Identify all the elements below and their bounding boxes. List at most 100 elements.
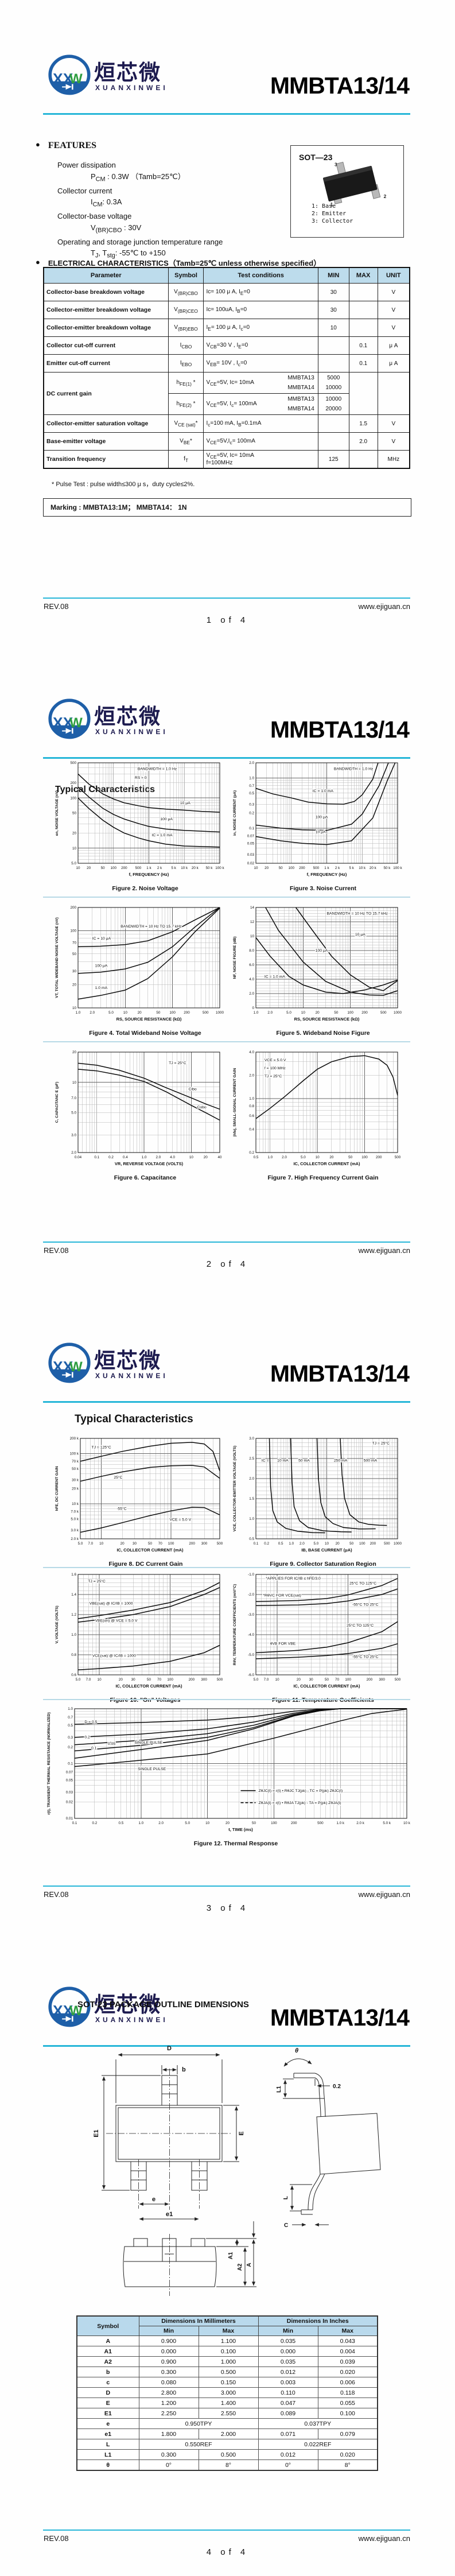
svg-text:0.6: 0.6 xyxy=(71,1673,76,1677)
chart-canvas: 0.1 0.2 0.5 1.0 2.0 5.0 10 20 50 100 200 500 1000 0.5… xyxy=(233,1437,402,1553)
svg-text:|hfe|, SMALL-SIGNAL CURRENT GA: |hfe|, SMALL-SIGNAL CURRENT GAIN xyxy=(233,1068,237,1137)
svg-text:W: W xyxy=(69,2003,83,2019)
svg-text:TJ = 25°C: TJ = 25°C xyxy=(265,1074,282,1078)
svg-text:50 mA: 50 mA xyxy=(298,1458,310,1462)
svg-text:10: 10 xyxy=(72,847,77,851)
website-link[interactable]: www.ejiguan.cn xyxy=(358,1246,410,1255)
svg-text:0.02: 0.02 xyxy=(66,1800,73,1804)
chart-canvas: 0.1 0.2 0.5 1.0 2.0 5.0 10 20 50 100 200 500 1.0 k 2.… xyxy=(47,1707,411,1832)
svg-text:-55°C TO 25°C: -55°C TO 25°C xyxy=(352,1654,379,1659)
svg-text:300: 300 xyxy=(201,1542,208,1546)
svg-text:0.3: 0.3 xyxy=(68,1736,73,1740)
typical-characteristics-heading: Typical Characteristics xyxy=(75,1413,193,1425)
website-link[interactable]: www.ejiguan.cn xyxy=(358,602,410,611)
svg-text:100 μA: 100 μA xyxy=(95,964,108,968)
datasheet-page-3: XX W 烜芯微 XUANXINWEI MMBTA13/14 Typical C… xyxy=(0,1288,455,1932)
svg-text:1.5: 1.5 xyxy=(249,1497,254,1501)
chart-canvas: 0.5 1.0 2.0 5.0 10 20 50 100 200 500 0.2 0.4 0.6 0.8 1… xyxy=(233,1050,401,1166)
svg-text:100: 100 xyxy=(70,796,76,800)
feature-line: Operating and storage junction temperatu… xyxy=(57,237,223,246)
pin-label: 1: Base xyxy=(312,203,336,210)
revision-label: REV.08 xyxy=(44,1890,69,1899)
svg-text:θ: θ xyxy=(295,2047,298,2054)
svg-text:1.0: 1.0 xyxy=(254,1011,259,1015)
svg-text:0.1: 0.1 xyxy=(249,827,254,831)
website-link[interactable]: www.ejiguan.cn xyxy=(358,1890,410,1899)
pin-label: 3: Collector xyxy=(312,218,353,224)
svg-text:200: 200 xyxy=(70,906,76,910)
svg-text:40: 40 xyxy=(217,1155,222,1159)
svg-text:50: 50 xyxy=(147,1678,151,1682)
svg-text:BANDWIDTH = 1.0 Hz: BANDWIDTH = 1.0 Hz xyxy=(138,767,177,771)
svg-text:W: W xyxy=(69,1359,83,1375)
svg-text:SINGLE PULSE: SINGLE PULSE xyxy=(134,1741,163,1745)
table-row: e1 1.800 2.000 0.071 0.079 xyxy=(76,2428,378,2439)
website-link[interactable]: www.ejiguan.cn xyxy=(358,2534,410,2543)
svg-text:IC = 10 μA: IC = 10 μA xyxy=(92,937,111,941)
svg-text:50: 50 xyxy=(156,1011,161,1015)
svg-text:20 k: 20 k xyxy=(192,866,199,870)
svg-text:50: 50 xyxy=(72,812,77,816)
pin-label: 2: Emitter xyxy=(312,211,347,217)
svg-text:Cobo: Cobo xyxy=(197,1105,206,1109)
svg-text:D: D xyxy=(167,2045,172,2052)
svg-text:2.0: 2.0 xyxy=(249,1074,254,1078)
svg-text:200: 200 xyxy=(184,1011,190,1015)
svg-text:1.0: 1.0 xyxy=(289,1542,294,1546)
svg-text:hFE, DC CURRENT GAIN: hFE, DC CURRENT GAIN xyxy=(55,1466,59,1511)
svg-text:2.0: 2.0 xyxy=(267,1011,273,1015)
svg-text:1.0: 1.0 xyxy=(267,1155,273,1159)
svg-text:2.0: 2.0 xyxy=(249,1477,254,1481)
svg-text:4.0: 4.0 xyxy=(249,1050,254,1054)
svg-text:-2.0: -2.0 xyxy=(248,1593,254,1597)
svg-text:ZθJA(t) = r(t) • RθJA TJ(pk: ZθJA(t) = r(t) • RθJA TJ(pk) - TA = P(pk… xyxy=(259,1801,341,1805)
svg-text:50: 50 xyxy=(148,1542,153,1546)
svg-text:100: 100 xyxy=(345,1678,351,1682)
datasheet-page-4: XX W 烜芯微 XUANXINWEI MMBTA13/14 SOT-23 PA… xyxy=(0,1932,455,2576)
table-row: Transition frequency fT VCE=5V, Ic= 10mA f=… xyxy=(43,450,410,469)
datasheet-page-1: XX W 烜芯微 XUANXINWEI MMBTA13/14 ● FEATURES… xyxy=(0,0,455,644)
svg-text:100 μA: 100 μA xyxy=(160,817,173,821)
figure-caption: Figure 11. Temperature Coefficients xyxy=(272,1697,374,1704)
svg-text:25°C: 25°C xyxy=(114,1475,122,1480)
typical-characteristics-heading: Typical Characteristics xyxy=(55,785,155,794)
svg-text:10: 10 xyxy=(99,1542,104,1546)
svg-text:1.0: 1.0 xyxy=(249,1517,254,1521)
svg-text:b: b xyxy=(182,2066,186,2073)
svg-text:200: 200 xyxy=(121,866,127,870)
dimensions-table-container: Symbol Dimensions In Millimeters Dimension… xyxy=(76,2315,378,2471)
svg-text:2 k: 2 k xyxy=(157,866,162,870)
svg-text:500: 500 xyxy=(384,1542,390,1546)
feature-line: ICM: 0.3A xyxy=(91,197,122,208)
svg-text:100 k: 100 k xyxy=(70,1452,79,1456)
svg-text:2.0: 2.0 xyxy=(249,761,254,765)
svg-text:30: 30 xyxy=(309,1678,314,1682)
svg-text:0.4: 0.4 xyxy=(123,1155,128,1159)
svg-text:BANDWIDTH = 10 Hz TO 15.7 kHz: BANDWIDTH = 10 Hz TO 15.7 kHz xyxy=(120,925,182,929)
svg-text:14: 14 xyxy=(250,906,255,910)
svg-text:7.0: 7.0 xyxy=(264,1678,269,1682)
svg-text:5.0: 5.0 xyxy=(185,1821,190,1825)
svg-text:1.0: 1.0 xyxy=(138,1821,143,1825)
table-row: A2 0.900 1.000 0.035 0.039 xyxy=(76,2356,378,2367)
chart-canvas: 5.0 7.0 10 20 30 50 70 100 200 300 500 0.6 0.8 1.0 1.2… xyxy=(55,1573,223,1689)
svg-text:1.4: 1.4 xyxy=(71,1593,76,1597)
brand-name-cn: 烜芯微 xyxy=(94,1348,161,1373)
svg-text:-1.0: -1.0 xyxy=(248,1573,254,1577)
svg-text:25°C TO 125°C: 25°C TO 125°C xyxy=(349,1581,376,1586)
svg-text:VCE(sat) @ IC/IB = 1000: VCE(sat) @ IC/IB = 1000 xyxy=(92,1654,136,1658)
svg-text:2.0: 2.0 xyxy=(282,1155,287,1159)
svg-text:10: 10 xyxy=(301,1011,306,1015)
svg-text:VCE = 5.0 V: VCE = 5.0 V xyxy=(170,1518,192,1522)
svg-text:20: 20 xyxy=(138,1011,142,1015)
feature-line: Collector-base voltage xyxy=(57,212,132,221)
svg-text:0.07: 0.07 xyxy=(247,835,255,839)
svg-text:300: 300 xyxy=(201,1678,207,1682)
svg-text:5.0: 5.0 xyxy=(76,1678,81,1682)
svg-text:0.5: 0.5 xyxy=(254,1155,259,1159)
svg-text:3.0: 3.0 xyxy=(71,1133,76,1137)
svg-text:500: 500 xyxy=(395,1155,401,1159)
svg-text:VBE(sat) @ IC/IB = 1000: VBE(sat) @ IC/IB = 1000 xyxy=(90,1602,133,1606)
figure-caption: Figure 9. Collector Saturation Region xyxy=(270,1561,376,1568)
header-rule xyxy=(43,2045,410,2047)
